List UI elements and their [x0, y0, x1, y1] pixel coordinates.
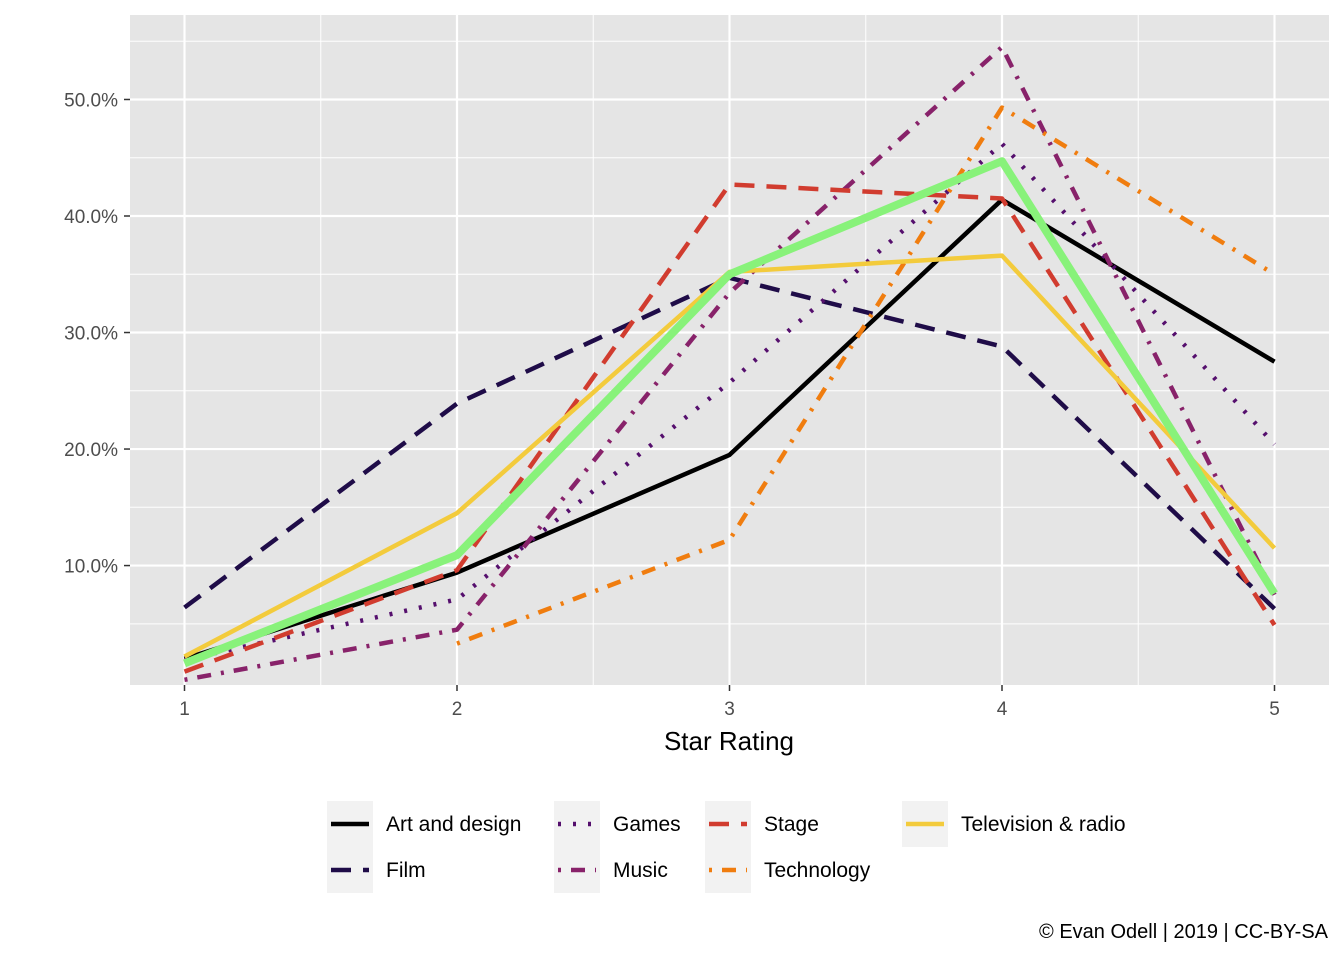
- series-line-highlight: [183, 157, 1278, 668]
- x-tick-label: 3: [724, 699, 735, 720]
- x-tick-label: 2: [452, 699, 463, 720]
- axes: 10.0% 20.0% 30.0% 40.0% 50.0% 1 2 3 4 5: [64, 90, 1280, 720]
- series-line-art-and-design: [183, 197, 1276, 661]
- series-line-technology: [456, 105, 1276, 646]
- y-tick-label: 30.0%: [64, 324, 118, 345]
- legend-label: Film: [386, 859, 426, 882]
- legend-key-background: [554, 801, 600, 847]
- y-tick-label: 40.0%: [64, 207, 118, 228]
- caption: © Evan Odell | 2019 | CC-BY-SA: [1039, 921, 1329, 943]
- x-axis-title: Star Rating: [664, 726, 794, 756]
- gridlines: [130, 15, 1329, 685]
- y-tick-label: 10.0%: [64, 557, 118, 578]
- legend-label: Games: [613, 813, 681, 836]
- x-tick-label: 4: [997, 699, 1008, 720]
- x-tick-label: 5: [1269, 699, 1280, 720]
- legend-label: Music: [613, 859, 668, 882]
- series-line-music: [184, 44, 1277, 683]
- legend: Art and design Film Games Music Stage Technol…: [327, 801, 1126, 893]
- legend-label: Stage: [764, 813, 819, 836]
- series-lines: [183, 44, 1278, 683]
- x-tick-label: 1: [179, 699, 190, 720]
- y-tick-label: 50.0%: [64, 90, 118, 111]
- y-tick-label: 20.0%: [64, 440, 118, 461]
- series-line-stage: [183, 182, 1277, 674]
- legend-label: Television & radio: [961, 813, 1126, 836]
- legend-label: Technology: [764, 859, 871, 882]
- legend-label: Art and design: [386, 813, 521, 836]
